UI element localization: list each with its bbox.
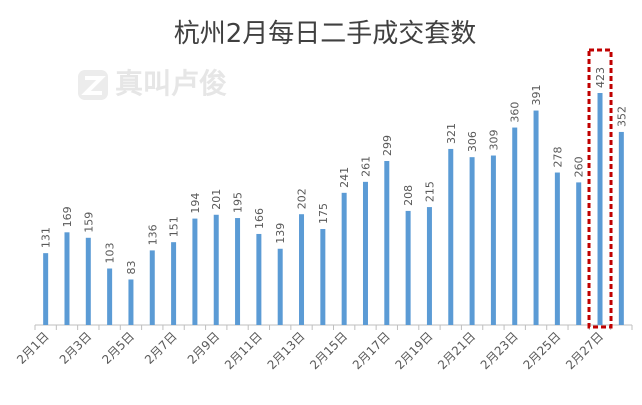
bar bbox=[213, 214, 219, 325]
value-label: 103 bbox=[104, 243, 117, 264]
bar bbox=[341, 192, 347, 325]
chart-title: 杭州2月每日二手成交套数 bbox=[174, 19, 477, 49]
value-label: 169 bbox=[61, 206, 74, 227]
value-label: 208 bbox=[402, 185, 415, 206]
x-tick-label: 2月3日 bbox=[57, 329, 95, 367]
bar bbox=[192, 218, 198, 325]
value-label: 202 bbox=[296, 188, 309, 209]
value-label: 391 bbox=[530, 85, 543, 106]
bar bbox=[426, 207, 432, 325]
x-tick-label: 2月7日 bbox=[142, 329, 180, 367]
x-tick-label: 2月21日 bbox=[435, 329, 478, 372]
bar bbox=[299, 214, 305, 325]
value-label: 151 bbox=[168, 216, 181, 237]
value-label: 194 bbox=[189, 193, 202, 214]
bar bbox=[107, 268, 113, 325]
bar bbox=[235, 218, 241, 325]
bar bbox=[490, 155, 496, 325]
bar bbox=[597, 93, 603, 325]
value-label: 309 bbox=[487, 130, 500, 151]
x-tick-label: 2月23日 bbox=[478, 329, 521, 372]
bar bbox=[277, 248, 283, 325]
value-label: 260 bbox=[573, 156, 586, 177]
value-label: 136 bbox=[146, 224, 159, 245]
bar bbox=[43, 253, 49, 325]
value-label: 352 bbox=[615, 106, 628, 127]
x-tick-label: 2月25日 bbox=[520, 329, 563, 372]
value-label: 321 bbox=[445, 123, 458, 144]
watermark: 真叫卢俊 bbox=[115, 67, 227, 100]
value-label: 278 bbox=[551, 147, 564, 168]
value-label: 83 bbox=[125, 260, 138, 274]
value-label: 159 bbox=[82, 212, 95, 233]
bar bbox=[405, 210, 411, 325]
x-tick-label: 2月11日 bbox=[222, 329, 265, 372]
bar bbox=[576, 182, 582, 325]
bar bbox=[85, 237, 91, 325]
bar bbox=[554, 172, 560, 325]
x-tick-label: 2月19日 bbox=[393, 329, 436, 372]
bar bbox=[128, 279, 134, 325]
bar bbox=[171, 242, 177, 325]
bar bbox=[149, 250, 155, 325]
value-label: 306 bbox=[466, 131, 479, 152]
x-tick-label: 2月1日 bbox=[14, 329, 52, 367]
x-tick-label: 2月9日 bbox=[185, 329, 223, 367]
bar bbox=[618, 131, 624, 325]
x-tick-label: 2月27日 bbox=[563, 329, 606, 372]
bar bbox=[256, 233, 262, 325]
bar bbox=[320, 229, 326, 325]
value-label: 423 bbox=[594, 67, 607, 88]
value-label: 261 bbox=[359, 156, 372, 177]
watermark-logo bbox=[78, 70, 108, 100]
bar bbox=[384, 161, 390, 325]
value-label: 166 bbox=[253, 208, 266, 229]
x-tick-label: 2月15日 bbox=[307, 329, 350, 372]
value-label: 299 bbox=[381, 135, 394, 156]
bar bbox=[533, 110, 539, 325]
value-label: 201 bbox=[210, 189, 223, 210]
x-tick-label: 2月13日 bbox=[265, 329, 308, 372]
value-label: 241 bbox=[338, 167, 351, 188]
bar bbox=[362, 181, 368, 325]
value-label: 195 bbox=[232, 192, 245, 213]
bar bbox=[64, 232, 70, 325]
x-tick-label: 2月5日 bbox=[99, 329, 137, 367]
highlight-box bbox=[587, 48, 613, 329]
bar bbox=[469, 157, 475, 325]
x-tick-label: 2月17日 bbox=[350, 329, 393, 372]
value-label: 139 bbox=[274, 223, 287, 244]
bar bbox=[448, 148, 454, 325]
value-label: 360 bbox=[509, 102, 522, 123]
bar bbox=[512, 127, 518, 325]
value-label: 175 bbox=[317, 203, 330, 224]
value-label: 131 bbox=[40, 227, 53, 248]
value-label: 215 bbox=[423, 181, 436, 202]
